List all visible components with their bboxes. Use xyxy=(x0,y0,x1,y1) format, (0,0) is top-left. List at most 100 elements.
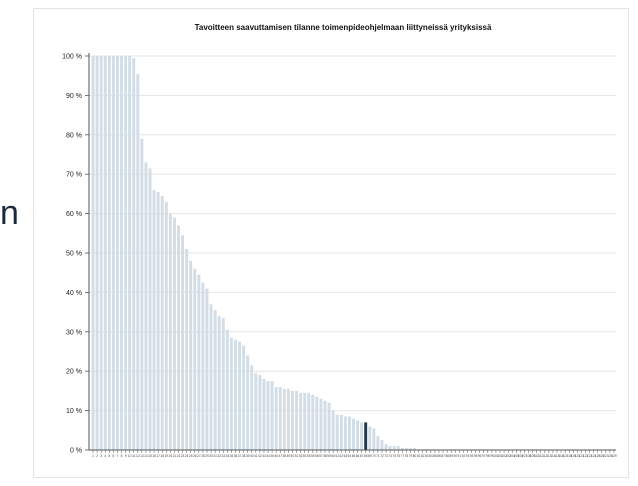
x-tick-label: 73 xyxy=(384,454,388,458)
y-axis-ticks: 0 % 10 % 20 % 30 % 40 % 50 % 60 % 70 % 80 % 90 % 1… xyxy=(62,54,89,455)
x-tick-label: 11 xyxy=(132,454,136,458)
x-tick-label: 70 xyxy=(372,454,376,458)
x-tick-label: 82 xyxy=(421,454,425,458)
bar xyxy=(347,416,351,450)
bar xyxy=(254,373,258,450)
x-tick-label: 5 xyxy=(108,454,110,458)
x-tick-label: 7 xyxy=(117,454,119,458)
bar xyxy=(266,381,270,450)
x-tick-label: 94 xyxy=(470,454,474,458)
x-tick-label: 90 xyxy=(453,454,457,458)
x-tick-label: 74 xyxy=(388,454,392,458)
bar xyxy=(177,225,180,450)
x-tick-label: 28 xyxy=(201,454,205,458)
bar xyxy=(307,392,311,450)
bar xyxy=(246,355,250,450)
x-tick-label: 88 xyxy=(445,454,449,458)
x-tick-label: 102 xyxy=(501,454,507,458)
x-tick-label: 83 xyxy=(425,454,429,458)
y-tick-label: 0 % xyxy=(70,448,82,455)
x-tick-label: 101 xyxy=(497,454,503,458)
bar xyxy=(372,428,376,450)
bar xyxy=(315,396,319,450)
y-tick-label: 70 % xyxy=(66,172,82,179)
x-tick-label: 59 xyxy=(327,454,331,458)
x-tick-label: 110 xyxy=(534,454,539,458)
x-tick-label: 4 xyxy=(104,454,106,458)
x-tick-label: 17 xyxy=(156,454,160,458)
x-tick-label: 58 xyxy=(323,454,327,458)
x-tick-label: 37 xyxy=(238,454,242,458)
x-tick-label: 50 xyxy=(291,454,295,458)
x-tick-label: 40 xyxy=(250,454,254,458)
x-tick-label: 108 xyxy=(526,454,532,458)
x-tick-label: 1 xyxy=(92,454,94,458)
x-tick-label: 122 xyxy=(583,454,589,458)
bar xyxy=(103,56,107,450)
bar xyxy=(278,386,282,450)
bar xyxy=(209,304,213,450)
x-tick-label: 85 xyxy=(433,454,437,458)
y-tick-label: 50 % xyxy=(66,251,82,258)
bar xyxy=(140,138,144,451)
x-tick-label: 54 xyxy=(307,454,311,458)
x-tick-label: 55 xyxy=(311,454,315,458)
x-tick-label: 15 xyxy=(148,454,152,458)
x-tick-label: 71 xyxy=(376,454,380,458)
x-tick-label: 99 xyxy=(490,454,494,458)
x-tick-label: 116 xyxy=(559,454,564,458)
y-tick-label: 80 % xyxy=(66,132,82,139)
x-tick-label: 48 xyxy=(283,454,287,458)
bar xyxy=(384,444,388,450)
x-tick-label: 16 xyxy=(152,454,156,458)
x-tick-label: 81 xyxy=(417,454,421,458)
bar xyxy=(392,446,396,450)
bar xyxy=(409,448,412,450)
x-tick-label: 6 xyxy=(112,454,114,458)
bar xyxy=(185,249,189,450)
bar xyxy=(225,329,229,450)
x-tick-label: 89 xyxy=(449,454,453,458)
bar xyxy=(331,410,335,450)
x-tick-label: 100 xyxy=(493,454,499,458)
x-tick-label: 78 xyxy=(405,454,409,458)
x-tick-label: 67 xyxy=(360,454,364,458)
x-tick-label: 29 xyxy=(205,454,209,458)
bar xyxy=(201,282,205,450)
x-tick-label: 24 xyxy=(185,454,189,458)
x-tick-label: 13 xyxy=(140,454,144,458)
x-tick-label: 56 xyxy=(315,454,319,458)
x-tick-label: 3 xyxy=(100,454,102,458)
x-tick-label: 120 xyxy=(575,454,581,458)
x-tick-label: 31 xyxy=(213,454,217,458)
x-tick-label: 114 xyxy=(550,454,555,458)
x-tick-label: 64 xyxy=(348,454,352,458)
bar xyxy=(335,414,339,450)
x-tick-label: 80 xyxy=(413,454,417,458)
bar xyxy=(270,381,274,450)
x-tick-label: 95 xyxy=(474,454,478,458)
x-tick-label: 35 xyxy=(230,454,234,458)
bar xyxy=(193,268,197,450)
y-tick-label: 10 % xyxy=(66,408,82,415)
x-tick-label: 60 xyxy=(331,454,335,458)
bar xyxy=(303,392,307,450)
x-tick-label: 84 xyxy=(429,454,433,458)
x-tick-label: 12 xyxy=(136,454,140,458)
x-tick-label: 113 xyxy=(546,454,551,458)
x-tick-label: 124 xyxy=(591,454,597,458)
x-tick-label: 126 xyxy=(599,454,605,458)
bar xyxy=(413,448,417,450)
x-tick-label: 46 xyxy=(274,454,278,458)
x-tick-label: 66 xyxy=(356,454,360,458)
x-tick-label: 53 xyxy=(303,454,307,458)
x-tick-label: 119 xyxy=(571,454,576,458)
bar xyxy=(242,345,246,450)
x-tick-label: 112 xyxy=(542,454,547,458)
y-tick-label: 100 % xyxy=(62,54,82,61)
x-tick-label: 36 xyxy=(234,454,238,458)
bar xyxy=(299,392,303,450)
bar xyxy=(189,260,193,450)
bar xyxy=(274,386,278,450)
x-tick-label: 115 xyxy=(554,454,559,458)
